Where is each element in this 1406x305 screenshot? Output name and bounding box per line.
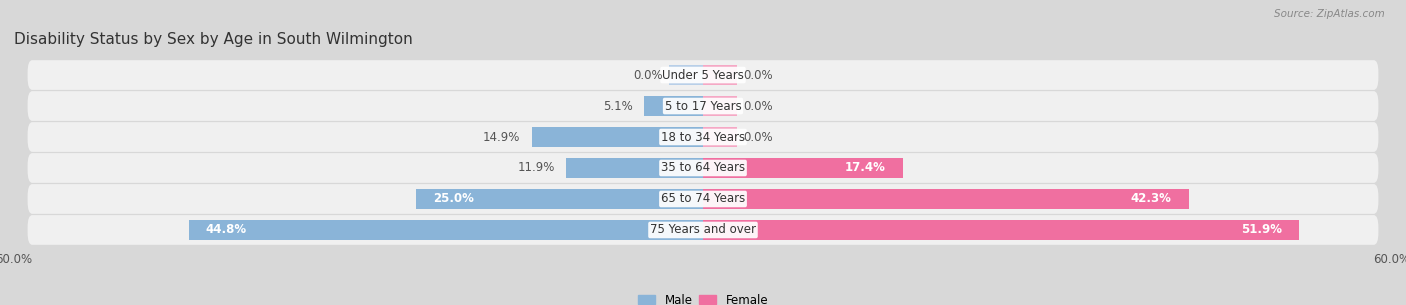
Legend: Male, Female: Male, Female xyxy=(637,294,769,305)
Text: 5.1%: 5.1% xyxy=(603,99,633,113)
Bar xyxy=(567,158,703,178)
Bar xyxy=(703,158,903,178)
Text: 25.0%: 25.0% xyxy=(433,192,474,206)
Bar xyxy=(669,66,703,85)
Text: 17.4%: 17.4% xyxy=(845,161,886,174)
Bar xyxy=(703,220,1299,239)
Bar xyxy=(531,127,703,147)
Text: 65 to 74 Years: 65 to 74 Years xyxy=(661,192,745,206)
Bar xyxy=(703,189,1188,209)
Bar xyxy=(703,96,738,116)
Text: 44.8%: 44.8% xyxy=(205,224,247,236)
Text: 0.0%: 0.0% xyxy=(744,131,773,144)
Text: 18 to 34 Years: 18 to 34 Years xyxy=(661,131,745,144)
FancyBboxPatch shape xyxy=(28,122,1378,152)
Bar xyxy=(644,96,703,116)
Text: 5 to 17 Years: 5 to 17 Years xyxy=(665,99,741,113)
Text: Disability Status by Sex by Age in South Wilmington: Disability Status by Sex by Age in South… xyxy=(14,32,413,47)
Bar xyxy=(416,189,703,209)
Text: 11.9%: 11.9% xyxy=(517,161,555,174)
Text: 42.3%: 42.3% xyxy=(1130,192,1171,206)
Text: Under 5 Years: Under 5 Years xyxy=(662,69,744,81)
Text: 14.9%: 14.9% xyxy=(484,131,520,144)
Text: 0.0%: 0.0% xyxy=(633,69,662,81)
Bar xyxy=(703,127,738,147)
Bar xyxy=(703,66,738,85)
Text: 35 to 64 Years: 35 to 64 Years xyxy=(661,161,745,174)
FancyBboxPatch shape xyxy=(28,215,1378,245)
FancyBboxPatch shape xyxy=(28,91,1378,121)
Text: Source: ZipAtlas.com: Source: ZipAtlas.com xyxy=(1274,9,1385,19)
FancyBboxPatch shape xyxy=(28,60,1378,90)
Text: 51.9%: 51.9% xyxy=(1240,224,1282,236)
Text: 0.0%: 0.0% xyxy=(744,69,773,81)
FancyBboxPatch shape xyxy=(28,153,1378,183)
Text: 0.0%: 0.0% xyxy=(744,99,773,113)
FancyBboxPatch shape xyxy=(28,184,1378,214)
Text: 75 Years and over: 75 Years and over xyxy=(650,224,756,236)
Bar xyxy=(188,220,703,239)
